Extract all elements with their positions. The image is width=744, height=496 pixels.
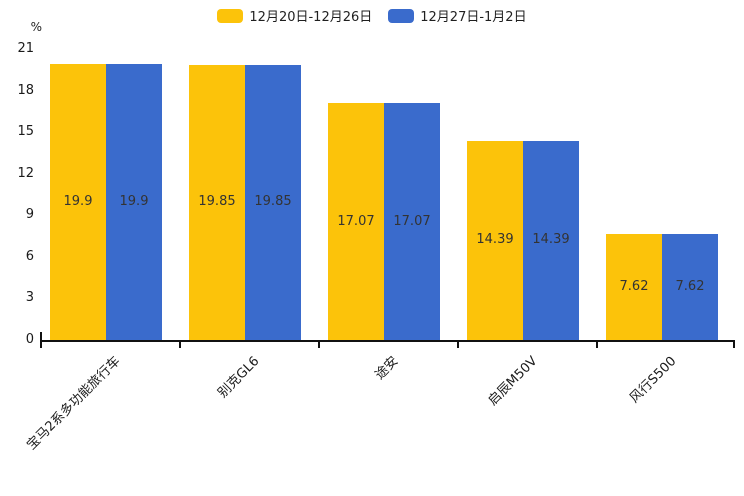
x-category-label: 别克GL6: [214, 353, 262, 401]
x-axis-tick: [596, 342, 598, 348]
legend-item-series-0[interactable]: 12月20日-12月26日: [217, 6, 372, 25]
bar-value-label: 14.39: [532, 232, 570, 248]
y-tick-label: 21: [17, 41, 34, 56]
bar-value-label: 19.9: [119, 194, 149, 210]
bar-week2-cat1: [245, 64, 301, 340]
chart-legend: 12月20日-12月26日 12月27日-1月2日: [0, 6, 744, 25]
y-axis-unit-label: %: [30, 20, 42, 34]
x-category-label: 途安: [371, 353, 401, 383]
bar-week1-cat2: [328, 103, 384, 340]
bar-value-label: 19.85: [198, 194, 236, 210]
bar-week1-cat3: [467, 140, 523, 340]
bar-week1-cat1: [189, 64, 245, 340]
x-category-label: 宝马2系多功能旅行车: [23, 353, 123, 454]
legend-swatch-icon: [217, 8, 244, 23]
y-tick-label: 18: [17, 82, 34, 98]
plot-area: 19.9 19.9 宝马2系多功能旅行车 19.85 19.85 别克GL6 17.07 17…: [24, 49, 735, 453]
bar-week1-cat0: [50, 64, 106, 340]
x-axis-tick: [457, 342, 459, 348]
y-axis-spine-stub: [40, 332, 42, 340]
legend-label: 12月27日-1月2日: [420, 10, 527, 25]
x-category-label: 启辰M50V: [485, 353, 540, 409]
y-tick-label: 0: [25, 332, 34, 347]
bar-week2-cat3: [523, 140, 579, 340]
legend-label: 12月20日-12月26日: [249, 10, 373, 25]
y-tick-label: 12: [17, 165, 34, 181]
bar-week2-cat2: [384, 103, 440, 340]
bar-week2-cat4: [662, 234, 718, 340]
bar-week1-cat4: [606, 234, 662, 340]
legend-item-series-1[interactable]: 12月27日-1月2日: [388, 6, 527, 25]
y-tick-label: 15: [17, 124, 34, 140]
bar-value-label: 14.39: [476, 232, 514, 248]
x-axis-tick: [179, 342, 181, 348]
x-axis-tick: [40, 342, 42, 348]
bar-value-label: 17.07: [393, 213, 431, 229]
bar-value-label: 17.07: [337, 213, 375, 229]
x-category-label: 风行S500: [626, 353, 679, 407]
y-tick-label: 3: [25, 290, 34, 306]
bar-value-label: 7.62: [675, 279, 705, 295]
y-tick-label: 6: [25, 248, 34, 264]
x-axis-tick: [733, 342, 735, 348]
x-axis-line: [40, 340, 735, 342]
bar-value-label: 19.85: [254, 194, 292, 210]
bar-value-label: 7.62: [619, 279, 649, 295]
bar-week2-cat0: [106, 64, 162, 340]
bar-value-label: 19.9: [63, 194, 93, 210]
x-axis-tick: [318, 342, 320, 348]
legend-swatch-icon: [388, 8, 415, 23]
y-tick-label: 9: [25, 207, 34, 223]
